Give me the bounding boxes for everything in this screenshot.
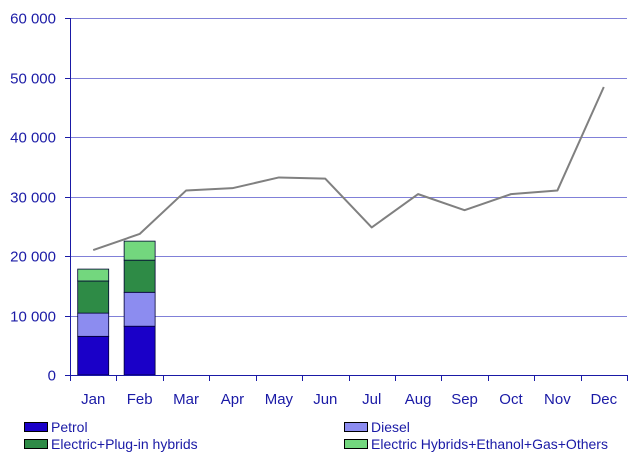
bar-segment	[77, 335, 110, 376]
x-tick-label: Feb	[127, 391, 153, 408]
x-tick-label: Jul	[362, 391, 381, 408]
line-series	[92, 86, 605, 251]
x-tick-label: Apr	[221, 391, 244, 408]
bar-segment	[123, 325, 156, 376]
y-tick-label: 10 000	[10, 309, 56, 326]
y-tick-label: 60 000	[10, 11, 56, 28]
bar-segment	[77, 280, 110, 314]
x-tick-label: May	[265, 391, 294, 408]
x-tick-label: Nov	[544, 391, 571, 408]
bar-segment	[123, 259, 156, 293]
x-tick-label: Mar	[173, 391, 199, 408]
x-tick-label: Jan	[81, 391, 105, 408]
y-tick-label: 50 000	[10, 71, 56, 88]
y-tick-label: 20 000	[10, 249, 56, 266]
bar-segment	[123, 240, 156, 261]
bar-segment	[77, 268, 110, 282]
bar-segment	[77, 312, 110, 337]
x-tick-label: Aug	[405, 391, 432, 408]
y-tick-label: 30 000	[10, 190, 56, 207]
y-tick-label: 40 000	[10, 130, 56, 147]
x-tick-label: Sep	[451, 391, 478, 408]
x-tick-label: Jun	[313, 391, 337, 408]
y-tick-label: 0	[48, 368, 56, 385]
x-tick-label: Dec	[590, 391, 617, 408]
bar-segment	[123, 291, 156, 327]
x-tick-label: Oct	[499, 391, 523, 408]
